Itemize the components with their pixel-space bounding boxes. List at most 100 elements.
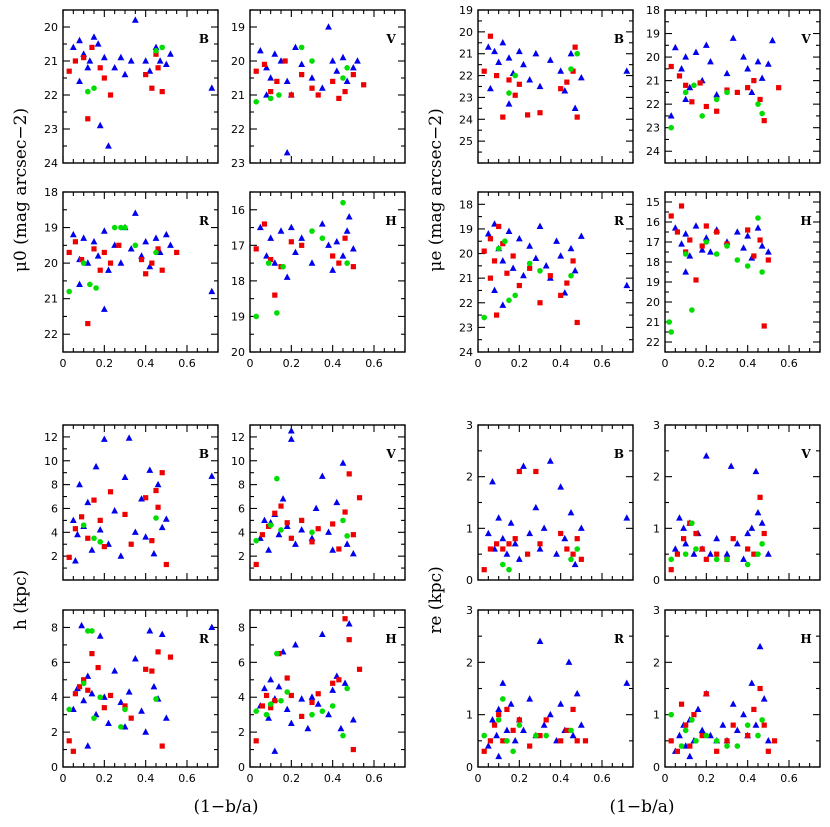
- green-circle-point: [533, 732, 539, 739]
- x-tick-label: 0.2: [96, 357, 114, 370]
- blue-triangle-point: [520, 271, 527, 279]
- green-circle-point: [309, 711, 315, 718]
- red-square-point: [481, 248, 487, 254]
- green-circle-point: [85, 628, 91, 634]
- red-square-point: [253, 561, 259, 568]
- red-square-point: [761, 530, 767, 537]
- blue-triangle-point: [275, 530, 283, 538]
- blue-triangle-point: [694, 705, 702, 713]
- blue-triangle-point: [105, 142, 112, 149]
- x-tick-label: 0: [60, 357, 67, 370]
- panel-re-R: 0 0.2 0.4 0.6 0 1 2 3 R: [466, 604, 634, 785]
- blue-triangle-point: [325, 23, 332, 30]
- blue-triangle-point: [208, 287, 216, 295]
- green-circle-point: [80, 260, 87, 266]
- blue-triangle-point: [557, 483, 565, 490]
- red-square-point: [516, 468, 522, 475]
- blue-triangle-point: [131, 209, 139, 216]
- red-square-point: [714, 551, 720, 557]
- y-tick-label: 2: [466, 471, 473, 484]
- blue-triangle-point: [283, 705, 291, 713]
- y-tick-label: 2: [653, 656, 660, 669]
- blue-triangle-point: [723, 69, 731, 77]
- green-circle-point: [691, 82, 697, 89]
- blue-triangle-point: [325, 528, 332, 535]
- blue-triangle-point: [758, 74, 766, 81]
- blue-triangle-point: [577, 524, 585, 531]
- blue-triangle-point: [682, 268, 690, 275]
- green-circle-point: [689, 307, 695, 313]
- blue-triangle-point: [707, 57, 714, 65]
- green-circle-point: [340, 732, 346, 739]
- red-square-point: [751, 253, 757, 259]
- green-circle-point: [344, 65, 350, 71]
- blue-triangle-point: [532, 503, 540, 511]
- red-square-point: [361, 82, 367, 88]
- y-tick-label: 24: [459, 113, 473, 126]
- blue-triangle-point: [623, 514, 631, 521]
- red-square-point: [527, 265, 533, 271]
- y-tick-label: 6: [238, 656, 245, 669]
- red-square-point: [107, 692, 114, 699]
- red-square-point: [330, 680, 336, 686]
- x-tick-label: 0.6: [593, 772, 611, 785]
- blue-triangle-point: [623, 67, 631, 74]
- y-tick-label: 21: [44, 55, 58, 68]
- red-square-point: [159, 89, 165, 95]
- x-tick-label: 0.6: [178, 357, 196, 370]
- x-tick-label: 0.6: [178, 772, 196, 785]
- red-square-point: [668, 63, 674, 70]
- red-square-point: [107, 260, 114, 266]
- blue-triangle-point: [756, 642, 764, 650]
- blue-triangle-point: [754, 509, 762, 516]
- blue-triangle-point: [265, 546, 272, 553]
- green-circle-point: [678, 743, 685, 749]
- green-circle-point: [713, 251, 720, 257]
- blue-triangle-point: [292, 248, 299, 256]
- green-circle-point: [666, 319, 672, 325]
- red-square-point: [149, 538, 155, 544]
- blue-triangle-point: [292, 43, 299, 50]
- red-square-point: [500, 114, 506, 120]
- red-square-point: [570, 706, 576, 713]
- blue-triangle-point: [733, 726, 741, 733]
- red-square-point: [350, 72, 356, 78]
- x-tick-label: 0: [475, 357, 482, 370]
- band-label: H: [800, 632, 811, 646]
- green-circle-point: [122, 224, 128, 231]
- blue-triangle-point: [740, 53, 747, 60]
- red-square-point: [72, 58, 78, 64]
- red-square-point: [167, 654, 174, 660]
- green-circle-point: [693, 738, 699, 744]
- blue-triangle-point: [577, 73, 585, 81]
- red-square-point: [342, 235, 348, 241]
- blue-triangle-point: [567, 244, 575, 252]
- blue-triangle-point: [308, 693, 316, 700]
- x-tick-label: 0.4: [552, 357, 570, 370]
- blue-triangle-point: [680, 524, 687, 531]
- red-square-point: [336, 546, 342, 552]
- blue-triangle-point: [495, 705, 503, 713]
- red-square-point: [481, 748, 487, 754]
- green-circle-point: [713, 96, 720, 103]
- red-square-point: [674, 748, 680, 754]
- red-square-point: [516, 717, 522, 723]
- blue-triangle-point: [100, 435, 108, 442]
- blue-triangle-point: [146, 262, 154, 270]
- green-circle-point: [278, 527, 284, 533]
- red-square-point: [274, 78, 280, 84]
- green-circle-point: [759, 110, 765, 117]
- blue-triangle-point: [304, 724, 312, 732]
- y-tick-label: 18: [646, 4, 660, 17]
- green-circle-point: [668, 329, 674, 335]
- blue-triangle-point: [131, 16, 139, 23]
- plot-frame: [249, 424, 406, 581]
- blue-triangle-point: [758, 242, 766, 249]
- red-square-point: [500, 546, 506, 552]
- blue-triangle-point: [333, 498, 341, 506]
- green-circle-point: [122, 706, 128, 713]
- blue-triangle-point: [271, 747, 279, 754]
- blue-triangle-point: [275, 682, 283, 690]
- blue-triangle-point: [167, 50, 174, 57]
- blue-triangle-point: [671, 43, 679, 51]
